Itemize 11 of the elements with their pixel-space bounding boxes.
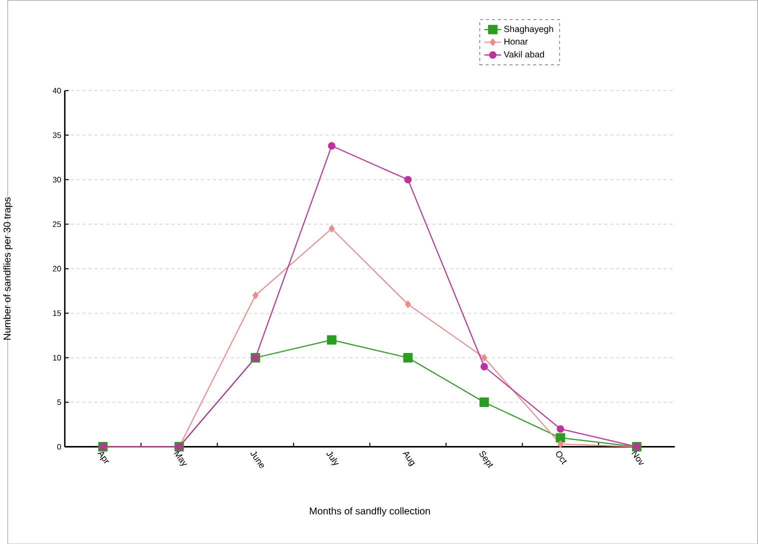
x-tick-label: Oct — [556, 451, 567, 464]
x-tick-label: Apr — [97, 452, 110, 464]
y-axis-title: Number of sandflies per 30 traps — [3, 197, 13, 340]
x-axis-title: Months of sandfly collection — [310, 507, 430, 516]
legend-label: Shaghayegh — [504, 25, 554, 34]
x-tick-label: Aug — [402, 452, 415, 466]
legend-label: Vakil abad — [504, 50, 544, 58]
x-tick-label: July — [326, 451, 339, 465]
x-tick-label: Nov — [632, 450, 644, 465]
x-tick-label: May — [174, 450, 188, 466]
legend-label: Honar — [504, 38, 528, 44]
